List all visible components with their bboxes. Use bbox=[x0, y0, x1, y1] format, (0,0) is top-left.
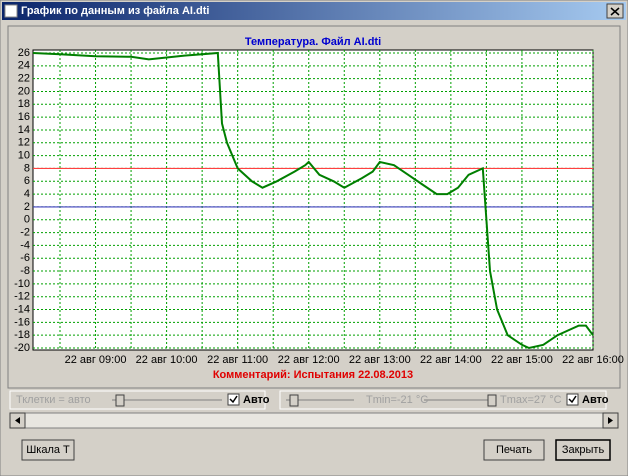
x-tick-label: 22 авг 12:00 bbox=[278, 354, 340, 366]
y-tick-label: -8 bbox=[20, 265, 30, 277]
x-tick-label: 22 авг 11:00 bbox=[207, 354, 268, 366]
button-label: Закрыть bbox=[562, 444, 605, 456]
button[interactable] bbox=[21, 439, 75, 461]
tmax-label: Tmax=27 °C bbox=[500, 394, 562, 406]
y-tick-label: -16 bbox=[14, 316, 30, 328]
button-label: Печать bbox=[496, 444, 532, 456]
y-tick-label: 10 bbox=[18, 150, 30, 162]
y-tick-label: 2 bbox=[24, 201, 30, 213]
x-tick-label: 22 авг 14:00 bbox=[420, 354, 482, 366]
button[interactable] bbox=[555, 439, 611, 461]
y-tick-label: 26 bbox=[18, 47, 30, 59]
checkbox[interactable] bbox=[227, 393, 240, 406]
y-tick-label: 22 bbox=[18, 73, 30, 85]
plot-area bbox=[32, 49, 594, 351]
close-icon bbox=[610, 7, 620, 16]
y-tick-label: -14 bbox=[14, 303, 30, 315]
cell-label: Тклетки = авто bbox=[16, 394, 91, 406]
y-tick-label: -10 bbox=[14, 278, 30, 290]
group-left bbox=[9, 390, 266, 410]
x-tick-label: 22 авг 15:00 bbox=[491, 354, 553, 366]
slider-thumb[interactable] bbox=[487, 394, 497, 407]
group-right bbox=[279, 390, 607, 410]
check-mark bbox=[568, 395, 577, 404]
x-tick-label: 22 авг 10:00 bbox=[136, 354, 198, 366]
x-tick-label: 22 авг 16:00 bbox=[562, 354, 624, 366]
y-tick-label: -18 bbox=[14, 329, 30, 341]
data-line bbox=[32, 51, 594, 350]
x-tick-label: 22 авг 13:00 bbox=[349, 354, 411, 366]
scrollbar[interactable] bbox=[9, 412, 619, 429]
x-tick-label: 22 авг 09:00 bbox=[65, 354, 127, 366]
title-bar bbox=[2, 2, 626, 20]
y-tick-label: -20 bbox=[14, 342, 30, 354]
tmin-label: Tmin=-21 °C bbox=[366, 394, 428, 406]
checkbox[interactable] bbox=[566, 393, 579, 406]
chart-title: Температура. Файл AI.dti bbox=[245, 36, 381, 48]
y-tick-label: 16 bbox=[18, 111, 30, 123]
auto-label: Авто bbox=[243, 394, 270, 406]
y-tick-label: 24 bbox=[18, 60, 30, 72]
y-tick-label: 6 bbox=[24, 175, 30, 187]
auto-label: Авто bbox=[582, 394, 609, 406]
y-tick-label: 8 bbox=[24, 162, 30, 174]
window-title: График по данным из файла AI.dti bbox=[21, 5, 209, 17]
app-icon bbox=[4, 4, 18, 18]
slider-thumb[interactable] bbox=[289, 394, 299, 407]
y-tick-label: -12 bbox=[14, 291, 30, 303]
button[interactable] bbox=[483, 439, 545, 461]
y-tick-label: 14 bbox=[18, 124, 30, 136]
chart-comment: Комментарий: Испытания 22.08.2013 bbox=[213, 369, 413, 381]
button-label: Шкала Т bbox=[26, 444, 70, 456]
y-tick-label: 20 bbox=[18, 85, 30, 97]
y-tick-label: 12 bbox=[18, 137, 30, 149]
y-tick-label: -4 bbox=[20, 239, 30, 251]
y-tick-label: 4 bbox=[24, 188, 30, 200]
y-tick-label: -6 bbox=[20, 252, 30, 264]
y-tick-label: 18 bbox=[18, 98, 30, 110]
y-tick-label: 0 bbox=[24, 214, 30, 226]
check-mark bbox=[229, 395, 238, 404]
y-tick-label: -2 bbox=[20, 226, 30, 238]
slider-thumb[interactable] bbox=[115, 394, 125, 407]
